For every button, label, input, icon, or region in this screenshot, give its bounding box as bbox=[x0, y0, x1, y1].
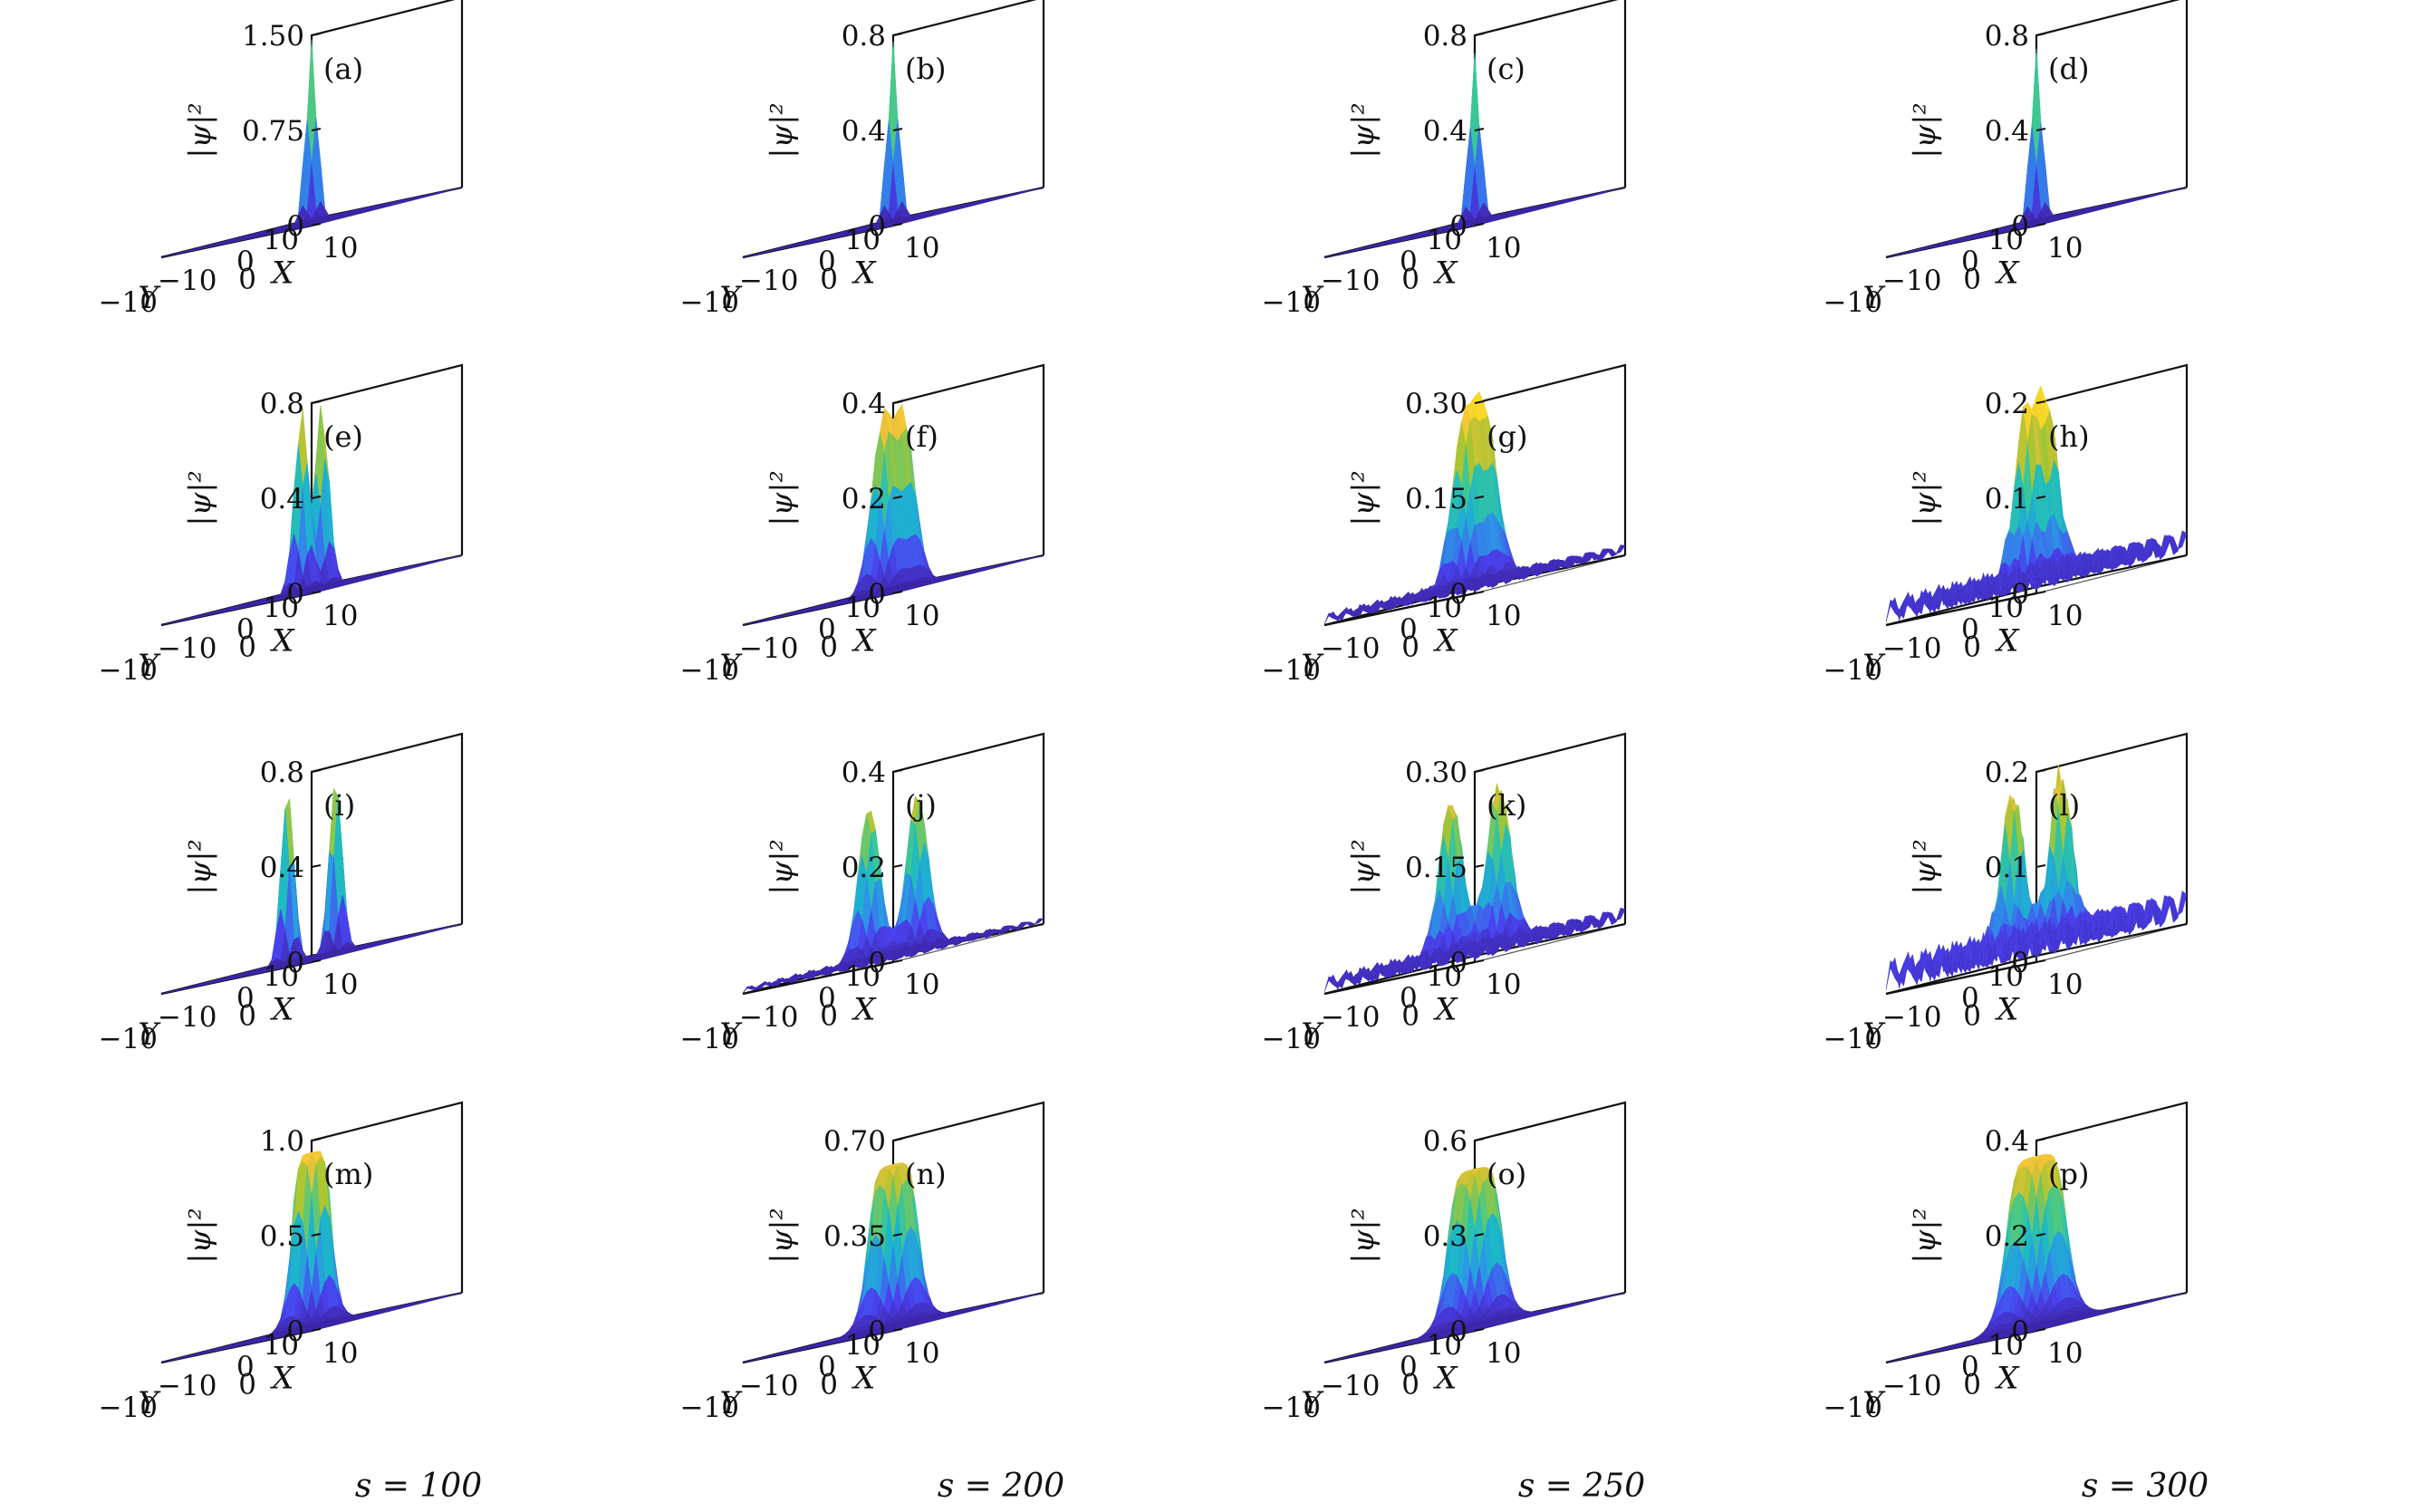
panel-label: (c) bbox=[1487, 52, 1525, 86]
z-axis-label: |ψ|² bbox=[182, 102, 217, 158]
x-tick-label: 10 bbox=[2047, 232, 2083, 265]
x-tick-label: 0 bbox=[1961, 246, 1979, 278]
z-tick-label: 1.50 bbox=[242, 20, 304, 53]
panel-label: (a) bbox=[323, 52, 363, 86]
z-tick-label: 0.8 bbox=[1985, 20, 2029, 53]
z-tick-label: 0.75 bbox=[242, 115, 304, 148]
x-tick-label: 10 bbox=[1486, 232, 1521, 265]
y-axis-label: Y bbox=[138, 280, 161, 316]
z-axis-label: |ψ|² bbox=[1345, 102, 1381, 158]
x-axis-label: X bbox=[1994, 255, 2020, 292]
x-tick-label: 10 bbox=[904, 232, 939, 265]
z-axis-label: |ψ|² bbox=[764, 102, 799, 158]
x-tick-label: 10 bbox=[322, 232, 358, 265]
z-tick bbox=[2035, 33, 2046, 36]
y-axis-label: Y bbox=[1301, 280, 1324, 316]
x-axis-label: X bbox=[1432, 255, 1458, 292]
x-tick-label: −10 bbox=[158, 265, 217, 297]
x-axis-label: X bbox=[269, 255, 295, 292]
y-tick-label: 10 bbox=[1427, 224, 1462, 256]
z-tick-label: 0.4 bbox=[1985, 115, 2029, 148]
y-tick-label: 10 bbox=[845, 224, 881, 256]
x-axis-label: X bbox=[851, 255, 877, 292]
z-tick bbox=[311, 33, 322, 36]
panel-label: (b) bbox=[905, 52, 946, 86]
x-tick-label: −10 bbox=[1882, 265, 1941, 297]
z-axis-label: |ψ|² bbox=[1907, 102, 1942, 158]
x-tick-label: −10 bbox=[1321, 265, 1380, 297]
z-tick bbox=[1474, 33, 1485, 36]
z-tick bbox=[892, 33, 903, 36]
z-tick-label: 0.8 bbox=[842, 20, 886, 53]
y-axis-label: Y bbox=[1862, 280, 1886, 316]
z-tick-label: 0.4 bbox=[842, 115, 886, 148]
z-tick-label: 0.8 bbox=[1423, 20, 1468, 53]
y-tick-label: 10 bbox=[264, 224, 299, 256]
x-tick-label: 0 bbox=[1400, 246, 1418, 278]
x-tick-label: −10 bbox=[739, 265, 798, 297]
x-tick-label: 0 bbox=[818, 246, 836, 278]
panel-label: (d) bbox=[2048, 52, 2089, 86]
x-tick-label: 0 bbox=[236, 246, 255, 278]
surface-mesh bbox=[160, 39, 463, 258]
y-axis-label: Y bbox=[719, 280, 743, 316]
z-tick-label: 0.4 bbox=[1423, 115, 1468, 148]
y-tick-label: 10 bbox=[1988, 224, 2024, 256]
